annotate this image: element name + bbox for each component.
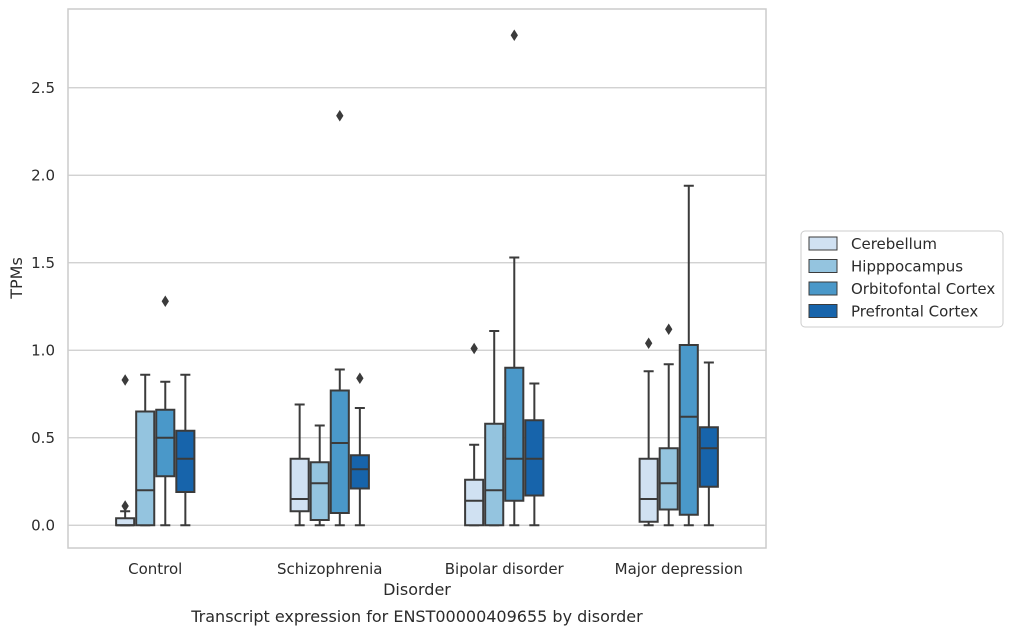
outlier-point [121, 374, 129, 386]
x-tick-label: Bipolar disorder [445, 560, 565, 578]
y-tick-label: 0.5 [31, 429, 55, 447]
box-group [289, 403, 310, 527]
legend-swatch [808, 281, 838, 296]
box-group [309, 424, 330, 527]
y-axis-label: TPMs [7, 257, 26, 300]
y-tick-label: 2.0 [31, 166, 55, 184]
x-tick-label: Major depression [615, 560, 743, 578]
box-group [638, 337, 659, 527]
box-iqr [349, 454, 370, 490]
box-group [484, 330, 505, 527]
legend-frame [800, 230, 1004, 328]
box-group [135, 373, 156, 527]
box-iqr [484, 422, 505, 527]
outlier-point [336, 110, 344, 122]
legend-label: Prefrontal Cortex [851, 303, 978, 321]
legend-label: Orbitofontal Cortex [851, 280, 995, 298]
box-group [524, 382, 545, 527]
outlier-point [356, 372, 364, 384]
outlier-point [510, 29, 518, 41]
x-tick-label: Schizophrenia [277, 560, 382, 578]
box-group [698, 361, 719, 527]
box-group [329, 110, 350, 527]
y-tick-label: 2.5 [31, 79, 55, 97]
box-group [464, 342, 485, 527]
box-iqr [155, 408, 176, 478]
box-iqr [698, 426, 719, 488]
boxes [115, 29, 719, 527]
box-iqr [638, 457, 659, 523]
y-tick-label: 1.5 [31, 254, 55, 272]
y-tick-label: 1.0 [31, 341, 55, 359]
outlier-point [644, 337, 653, 349]
box-iqr [175, 429, 196, 493]
outlier-point [121, 500, 129, 512]
box-iqr [115, 517, 136, 527]
chart-caption: Transcript expression for ENST0000040965… [190, 607, 643, 626]
box-iqr [329, 389, 350, 514]
legend-swatch [808, 304, 838, 318]
legend: Cerebellum Hipppocampus Orbitofontal Corte… [800, 230, 1004, 328]
box-group [155, 295, 176, 527]
box-group [658, 323, 679, 527]
box-iqr [678, 344, 699, 516]
legend-label: Cerebellum [851, 235, 937, 253]
box-iqr [464, 478, 485, 527]
x-tick-labels: Control Schizophrenia Bipolar disorder Majo… [128, 560, 743, 578]
legend-label: Hipppocampus [851, 258, 963, 276]
box-group [349, 372, 370, 527]
outlier-point [161, 295, 169, 307]
box-iqr [504, 366, 525, 502]
outlier-point [665, 323, 673, 335]
box-group [678, 184, 699, 527]
plot-frame [67, 8, 767, 549]
legend-items: Cerebellum Hipppocampus Orbitofontal Corte… [808, 235, 995, 321]
legend-swatch [808, 236, 838, 251]
box-iqr [658, 447, 679, 511]
box-iqr [309, 461, 330, 521]
legend-swatch [808, 259, 838, 273]
box-group [504, 29, 525, 527]
y-tick-labels: 0.0 0.5 1.0 1.5 2.0 2.5 [31, 79, 55, 535]
x-axis-label: Disorder [383, 580, 451, 599]
box-group [175, 373, 196, 527]
box-group [115, 374, 136, 527]
box-iqr [135, 410, 156, 527]
outlier-point [470, 342, 478, 355]
box-iqr [289, 457, 310, 513]
y-tick-label: 0.0 [31, 516, 55, 534]
x-tick-label: Control [128, 560, 182, 578]
